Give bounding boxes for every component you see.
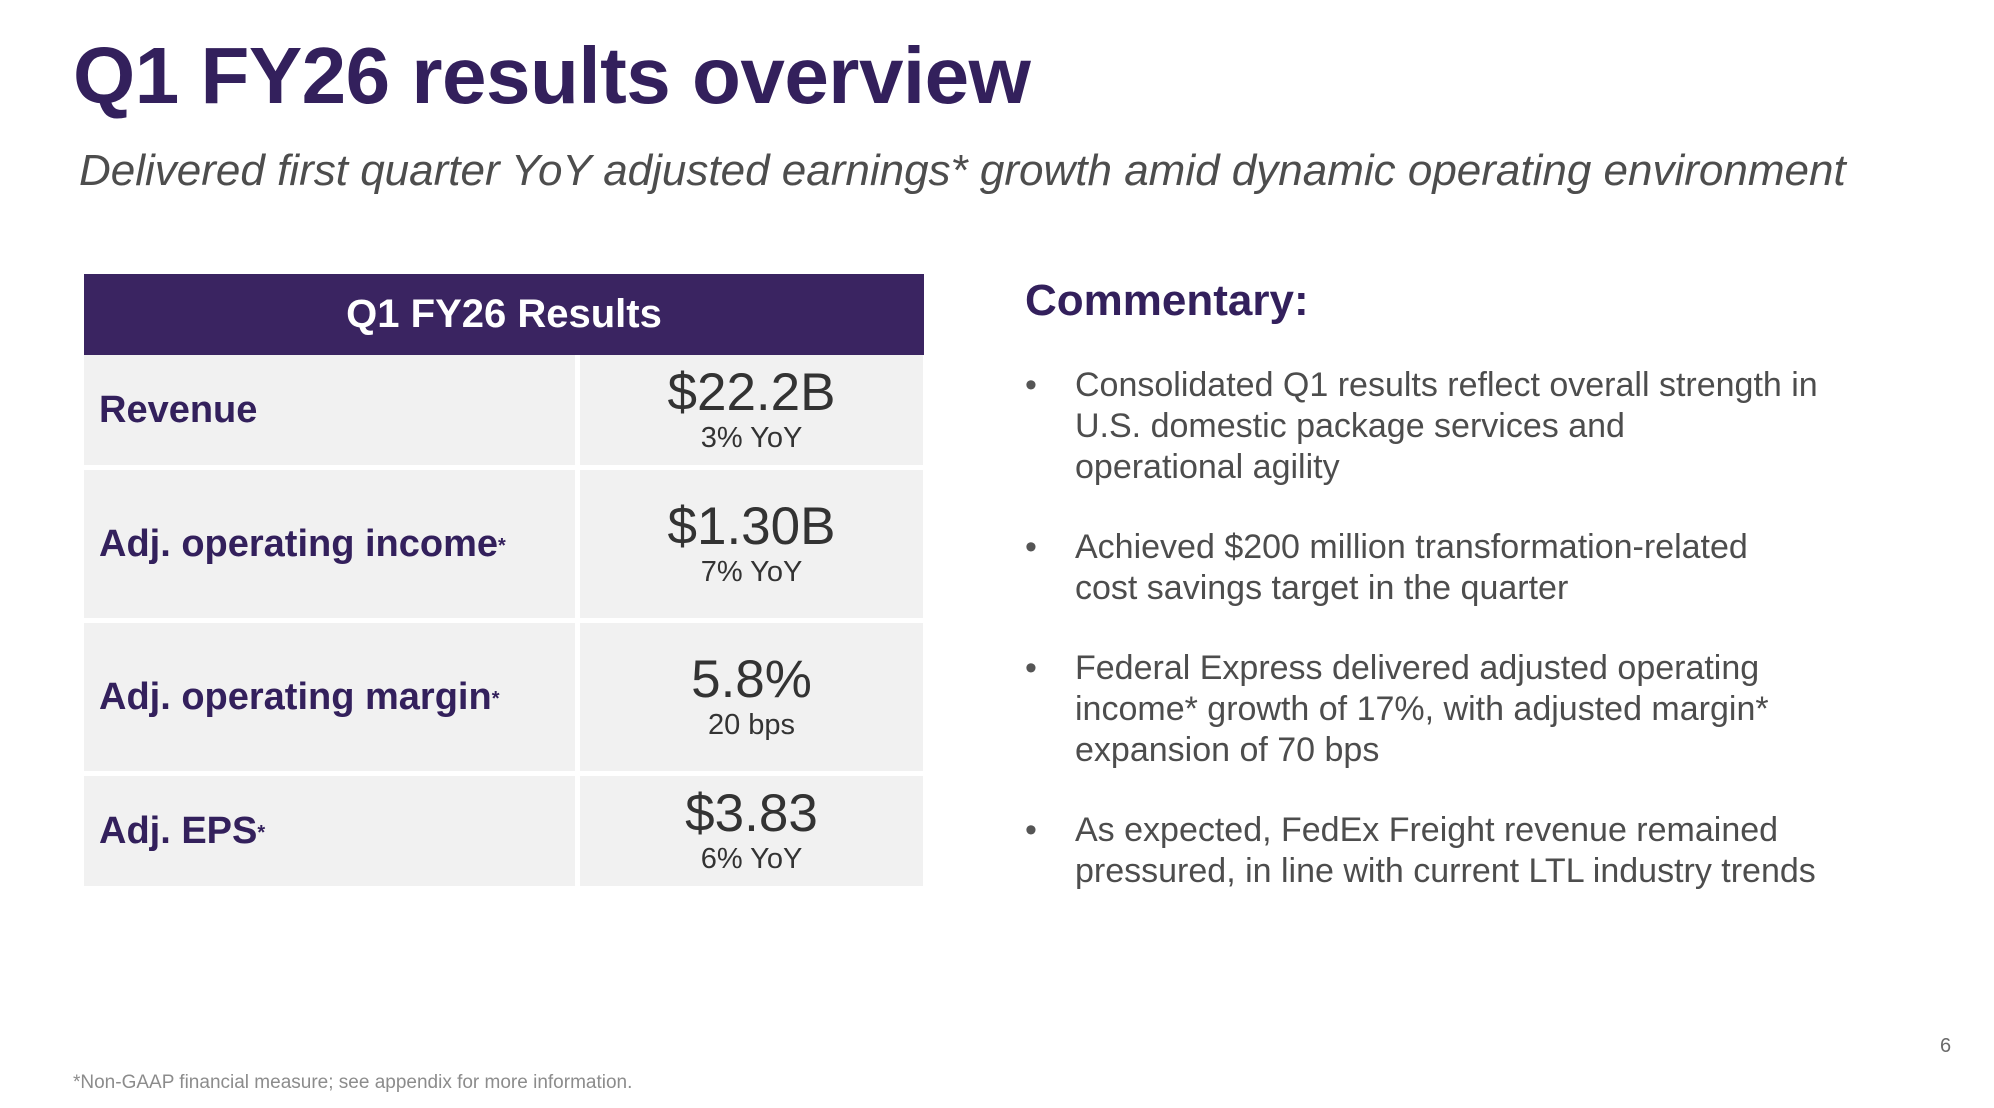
commentary-line: U.S. domestic package services and	[1075, 407, 1625, 445]
table-row-adj-eps: Adj. EPS * $3.83 6% YoY	[84, 776, 924, 886]
commentary-item: • Federal Express delivered adjusted ope…	[1025, 648, 1905, 771]
commentary-item: • Achieved $200 million transformation-r…	[1025, 527, 1905, 609]
metric-name: Adj. operating income	[99, 522, 499, 565]
bullet-icon: •	[1025, 528, 1037, 566]
commentary-line: income* growth of 17%, with adjusted mar…	[1075, 690, 1769, 728]
metric-value: $1.30B	[667, 496, 836, 556]
commentary-line: Consolidated Q1 results reflect overall …	[1075, 366, 1818, 404]
slide-subtitle: Delivered first quarter YoY adjusted ear…	[79, 146, 1846, 195]
commentary-line: Federal Express delivered adjusted opera…	[1075, 649, 1760, 687]
table-row-revenue: Revenue $22.2B 3% YoY	[84, 355, 924, 465]
metric-value-cell: $22.2B 3% YoY	[580, 355, 923, 465]
metric-change: 3% YoY	[700, 422, 803, 455]
bullet-icon: •	[1025, 811, 1037, 849]
commentary-section: Commentary: • Consolidated Q1 results re…	[1025, 276, 1905, 892]
commentary-line: pressured, in line with current LTL indu…	[1075, 852, 1816, 890]
metric-name: Revenue	[99, 388, 258, 431]
bullet-icon: •	[1025, 366, 1037, 404]
page-number: 6	[1940, 1035, 1952, 1057]
commentary-line: Achieved $200 million transformation-rel…	[1075, 528, 1748, 566]
commentary-line: operational agility	[1075, 448, 1340, 486]
commentary-line: expansion of 70 bps	[1075, 731, 1380, 769]
bullet-icon: •	[1025, 649, 1037, 687]
metric-label: Revenue	[84, 355, 575, 465]
commentary-title: Commentary:	[1025, 276, 1309, 325]
table-row-adj-operating-margin: Adj. operating margin * 5.8% 20 bps	[84, 623, 924, 771]
table-header: Q1 FY26 Results	[84, 274, 924, 355]
metric-change: 20 bps	[707, 709, 796, 742]
table-row-adj-operating-income: Adj. operating income * $1.30B 7% YoY	[84, 470, 924, 618]
commentary-line: cost savings target in the quarter	[1075, 569, 1569, 607]
commentary-list: • Consolidated Q1 results reflect overal…	[1025, 365, 1905, 892]
metric-value-cell: 5.8% 20 bps	[580, 623, 923, 771]
non-gaap-marker: *	[257, 821, 266, 844]
results-table: Q1 FY26 Results Revenue $22.2B 3% YoY Ad…	[84, 274, 924, 886]
metric-name: Adj. EPS	[99, 809, 258, 852]
metric-value: 5.8%	[691, 649, 812, 709]
metric-change: 6% YoY	[700, 843, 803, 876]
metric-value-cell: $1.30B 7% YoY	[580, 470, 923, 618]
metric-change: 7% YoY	[700, 556, 803, 589]
commentary-item: • Consolidated Q1 results reflect overal…	[1025, 365, 1905, 488]
metric-name: Adj. operating margin	[99, 675, 492, 718]
footnote: *Non-GAAP financial measure; see appendi…	[73, 1072, 633, 1093]
metric-label: Adj. operating income *	[84, 470, 575, 618]
metric-label: Adj. operating margin *	[84, 623, 575, 771]
commentary-line: As expected, FedEx Freight revenue remai…	[1075, 811, 1779, 849]
metric-label: Adj. EPS *	[84, 776, 575, 886]
metric-value: $22.2B	[667, 362, 836, 422]
slide-title: Q1 FY26 results overview	[73, 31, 1031, 120]
non-gaap-marker: *	[491, 687, 500, 710]
metric-value-cell: $3.83 6% YoY	[580, 776, 923, 886]
non-gaap-marker: *	[498, 534, 506, 557]
commentary-item: • As expected, FedEx Freight revenue rem…	[1025, 810, 1905, 892]
metric-value: $3.83	[685, 783, 818, 843]
